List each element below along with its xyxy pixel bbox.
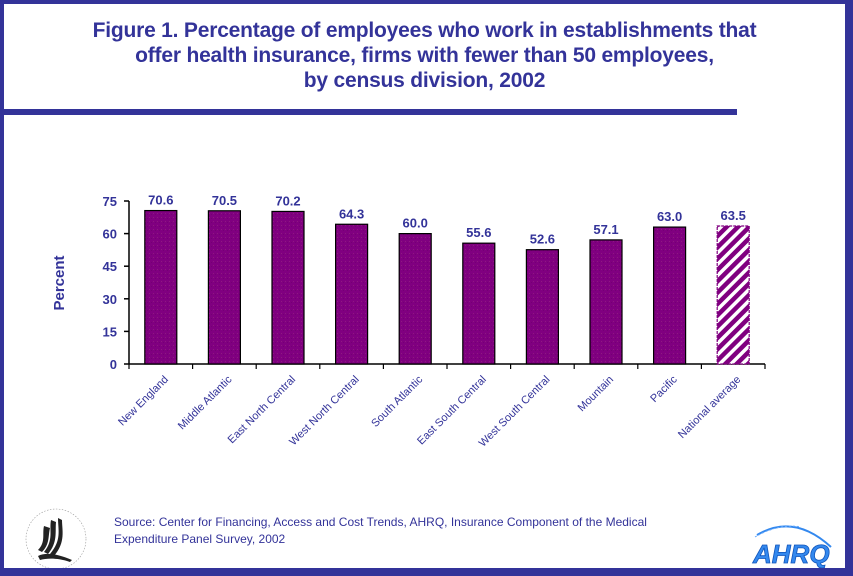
y-tick-label: 15 — [103, 324, 117, 339]
source-line: Source: Center for Financing, Access and… — [114, 515, 647, 529]
category-label: Mountain — [576, 374, 616, 414]
category-label: West North Central — [287, 374, 361, 448]
category-label: East North Central — [226, 374, 298, 446]
title-line: offer health insurance, firms with fewer… — [135, 44, 714, 67]
category-label: National average — [676, 374, 743, 441]
y-tick-label: 0 — [110, 357, 117, 372]
value-label: 60.0 — [403, 216, 428, 231]
y-axis-label: Percent — [51, 255, 68, 310]
category-label: West South Central — [477, 374, 553, 450]
source-line: Expenditure Panel Survey, 2002 — [114, 532, 286, 546]
value-label: 70.2 — [275, 193, 300, 208]
value-labels: 70.6 70.5 70.2 64.3 60.0 55.6 52.6 57.1 63.0 63.5 — [148, 193, 746, 247]
value-label: 57.1 — [593, 222, 618, 237]
ahrq-logo: AHRQ — [739, 519, 839, 569]
y-tick-label: 60 — [103, 227, 117, 242]
value-label: 52.6 — [530, 232, 555, 247]
y-axis: 0 15 30 45 60 75 — [103, 194, 130, 372]
category-label: Pacific — [648, 373, 680, 405]
value-label: 55.6 — [466, 225, 491, 240]
bar — [398, 233, 432, 365]
bar — [589, 239, 623, 365]
category-label: Middle Atlantic — [176, 373, 235, 432]
title-divider — [4, 109, 737, 115]
chart-title: Figure 1. Percentage of employees who wo… — [4, 18, 845, 93]
bars — [144, 209, 750, 365]
y-tick-label: 75 — [103, 194, 117, 209]
value-label: 63.5 — [721, 208, 746, 223]
title-line: by census division, 2002 — [303, 69, 546, 92]
category-label: East South Central — [415, 374, 489, 448]
ahrq-wordmark: AHRQ — [752, 539, 830, 569]
category-label: South Atlantic — [369, 373, 425, 429]
bar — [271, 210, 305, 365]
bar — [207, 210, 241, 365]
value-label: 70.6 — [148, 193, 173, 208]
value-label: 63.0 — [657, 209, 682, 224]
bar — [652, 226, 687, 365]
bar — [335, 223, 369, 365]
hhs-seal-logo — [14, 504, 104, 568]
bar — [716, 225, 750, 365]
bar — [525, 249, 560, 365]
value-label: 70.5 — [212, 193, 237, 208]
y-tick-label: 45 — [103, 259, 117, 274]
bar — [144, 209, 178, 365]
y-tick-label: 30 — [103, 292, 117, 307]
bar — [462, 242, 496, 365]
title-line: Figure 1. Percentage of employees who wo… — [92, 19, 757, 42]
source-note: Source: Center for Financing, Access and… — [114, 514, 734, 548]
category-label: New England — [116, 374, 171, 429]
x-axis — [128, 363, 766, 369]
value-label: 64.3 — [339, 206, 364, 221]
